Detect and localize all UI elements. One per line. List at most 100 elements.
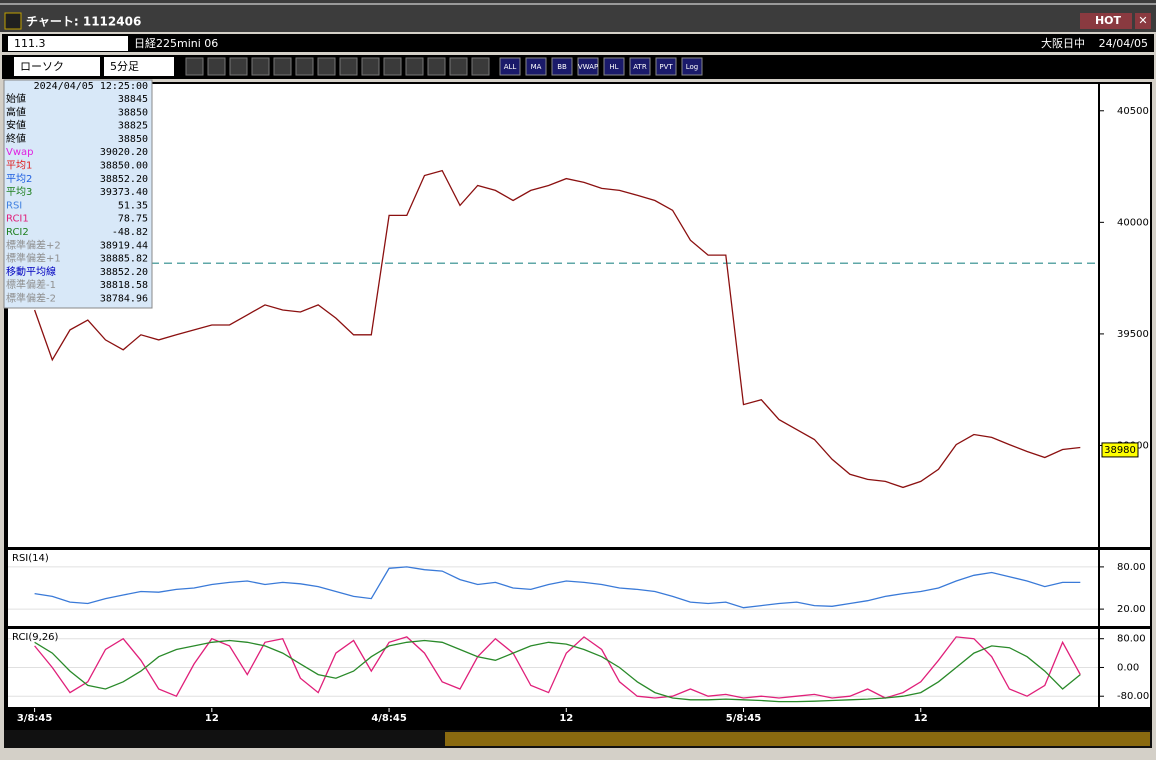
info-label: 標準偏差+1 <box>6 252 61 265</box>
info-label: 移動平均線 <box>6 265 56 278</box>
tool-button-label: ATR <box>633 63 647 71</box>
info-value: 38850.00 <box>100 161 148 172</box>
tool-button-label: ALL <box>504 63 517 71</box>
tool-button-label: VWAP <box>578 63 598 71</box>
toolbar1 <box>2 34 1154 52</box>
info-value: 38852.20 <box>100 267 148 278</box>
tool-icon <box>339 57 358 76</box>
tool-button-label: BB <box>557 63 567 71</box>
series-line <box>33 169 1081 489</box>
info-label: 標準偏差-2 <box>6 292 56 305</box>
tool-button[interactable] <box>551 57 573 76</box>
pane-title: RCI(9,26) <box>12 632 59 643</box>
instrument: 日経225mini 06 <box>134 37 218 50</box>
y-tick-label: 80.00 <box>1117 562 1146 573</box>
info-value: 38852.20 <box>100 174 148 185</box>
tool-button[interactable] <box>499 57 521 76</box>
rci-axis <box>1100 629 1150 707</box>
info-value: 38850 <box>118 107 148 118</box>
tool-button-label: Log <box>686 63 699 71</box>
info-value: 38845 <box>118 94 148 105</box>
info-label: 高値 <box>6 105 26 118</box>
x-tick-label: 12 <box>205 713 219 724</box>
tool-button-label: PVT <box>659 63 673 71</box>
info-label: 終値 <box>6 132 26 145</box>
tool-icon <box>317 57 336 76</box>
info-datetime: 2024/04/05 12:25:00 <box>34 81 148 92</box>
session: 大阪日中 <box>1041 36 1085 50</box>
series-line <box>34 566 1081 609</box>
info-label: 標準偏差-1 <box>6 278 56 291</box>
tool-icon <box>229 57 248 76</box>
price-pane <box>8 84 1098 547</box>
tool-button[interactable] <box>525 57 547 76</box>
tool-button-label: HL <box>609 63 618 71</box>
plots: 390003950040000405003/8:45124/8:45125/8:… <box>8 106 1149 724</box>
y-tick-label: 0.00 <box>1117 662 1139 673</box>
tool-icon <box>471 57 490 76</box>
tool-button[interactable] <box>629 57 651 76</box>
info-label: RSI <box>6 200 22 211</box>
interval-select[interactable] <box>104 57 174 76</box>
y-tick-label: 80.00 <box>1117 634 1146 645</box>
tool-button-label: MA <box>531 63 542 71</box>
app-icon <box>4 12 22 30</box>
info-box <box>3 79 153 309</box>
tool-icon <box>427 57 446 76</box>
last-price-box <box>1101 442 1139 458</box>
window-title: チャート: 1112406 <box>26 15 141 29</box>
info-value: 38825 <box>118 121 148 132</box>
hot-label: HOT <box>1095 14 1122 27</box>
code-box[interactable] <box>8 36 128 51</box>
info-value: 38850 <box>118 134 148 145</box>
rci-pane <box>8 629 1098 707</box>
tool-icon <box>185 57 204 76</box>
x-tick-label: 4/8:45 <box>371 713 407 724</box>
info-value: 38885.82 <box>100 254 148 265</box>
interval: 5分足 <box>110 60 139 73</box>
info-value: 51.35 <box>118 200 148 211</box>
info-value: 39020.20 <box>100 147 148 158</box>
info-value: 39373.40 <box>100 187 148 198</box>
info-label: RCI2 <box>6 227 29 238</box>
hot-button[interactable] <box>1080 13 1132 29</box>
pane-title: RSI(14) <box>12 553 49 564</box>
title-bar <box>0 0 1156 32</box>
info-panel: 2024/04/05 12:25:00 始値 38845 高値 38850 安値 38825… <box>3 79 153 309</box>
chart-type: ローソク <box>20 60 64 73</box>
tool-icon <box>449 57 468 76</box>
info-label: Vwap <box>6 147 34 158</box>
chart-type-select[interactable] <box>14 57 100 76</box>
x-tick-label: 3/8:45 <box>17 713 53 724</box>
tool-button[interactable] <box>603 57 625 76</box>
time-axis <box>4 710 1152 730</box>
scroller-thumb[interactable] <box>445 732 1150 746</box>
info-value: 78.75 <box>118 214 148 225</box>
rsi-axis <box>1100 550 1150 626</box>
tool-icon <box>295 57 314 76</box>
tool-icon <box>251 57 270 76</box>
tool-icon <box>383 57 402 76</box>
info-value: 38818.58 <box>100 280 148 291</box>
info-label: 平均2 <box>6 173 32 185</box>
info-label: 始値 <box>6 92 26 105</box>
close-button[interactable] <box>1135 13 1151 29</box>
y-tick-label: 40500 <box>1117 106 1149 117</box>
info-value: -48.82 <box>112 227 148 238</box>
x-tick-label: 12 <box>559 713 573 724</box>
info-label: 平均1 <box>6 160 32 172</box>
y-tick-label: 40000 <box>1117 217 1149 228</box>
code: 111.3 <box>14 37 46 50</box>
tool-icon <box>361 57 380 76</box>
tool-button[interactable] <box>577 57 599 76</box>
tool-icon <box>405 57 424 76</box>
info-label: 安値 <box>6 119 26 132</box>
toolbar-buttons: ALL MA BB VWAP HL ATR PVT Log <box>185 57 703 76</box>
x-tick-label: 12 <box>914 713 928 724</box>
info-value: 38919.44 <box>100 240 148 251</box>
tool-button[interactable] <box>681 57 703 76</box>
y-tick-label: 39500 <box>1117 329 1149 340</box>
tool-button[interactable] <box>655 57 677 76</box>
close-icon: ✕ <box>1138 14 1147 27</box>
date: 24/04/05 <box>1099 37 1148 50</box>
